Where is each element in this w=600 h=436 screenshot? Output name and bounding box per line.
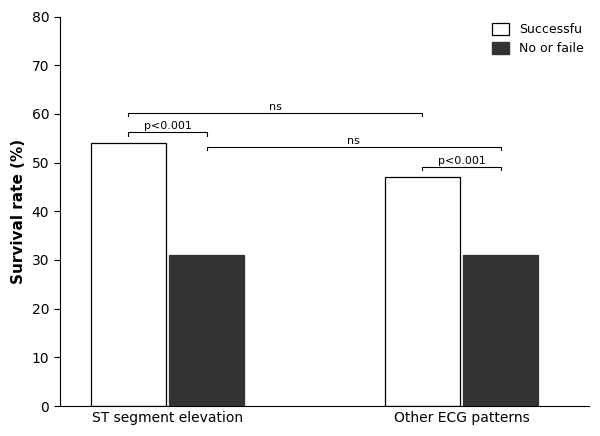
Y-axis label: Survival rate (%): Survival rate (%): [11, 139, 26, 284]
Bar: [169, 255, 244, 406]
Bar: [463, 255, 538, 406]
Text: ns: ns: [269, 102, 282, 112]
Bar: [91, 143, 166, 406]
Text: p<0.001: p<0.001: [437, 156, 485, 166]
Text: ns: ns: [347, 136, 360, 146]
Bar: [385, 177, 460, 406]
Text: p<0.001: p<0.001: [143, 122, 191, 132]
Legend: Successfu, No or faile: Successfu, No or faile: [488, 19, 588, 59]
